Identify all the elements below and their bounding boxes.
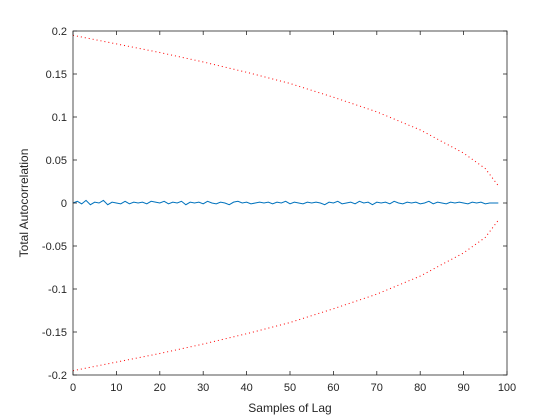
x-axis-label: Samples of Lag: [248, 401, 331, 415]
x-tick-label: 10: [110, 382, 122, 394]
x-tick-label: 40: [240, 382, 252, 394]
x-tick-label: 50: [284, 382, 296, 394]
y-axis-label: Total Autocorrelation: [17, 149, 31, 258]
y-tick-label: 0.05: [46, 155, 67, 167]
y-tick-label: 0.15: [46, 69, 67, 81]
y-tick-label: -0.05: [42, 241, 67, 253]
y-tick-label: -0.15: [42, 327, 67, 339]
y-tick-label: -0.1: [48, 284, 67, 296]
series-layer: [72, 34, 499, 372]
x-tick-label: 90: [457, 382, 469, 394]
x-axis: 0 10 20 30 40 50 60 70 80 90 100: [70, 31, 516, 394]
y-tick-label: 0.2: [52, 26, 67, 38]
autocorrelation-line: [72, 199, 499, 206]
x-tick-label: 100: [498, 382, 516, 394]
y-axis: -0.2 -0.15 -0.1 -0.05 0 0.05 0.1 0.15 0.2: [42, 26, 507, 382]
x-tick-label: 80: [414, 382, 426, 394]
x-tick-label: 20: [154, 382, 166, 394]
y-tick-label: -0.2: [48, 370, 67, 382]
x-tick-label: 0: [70, 382, 76, 394]
y-tick-label: 0: [61, 198, 67, 210]
y-tick-label: 0.1: [52, 112, 67, 124]
x-tick-label: 70: [371, 382, 383, 394]
x-tick-label: 60: [327, 382, 339, 394]
x-tick-label: 30: [197, 382, 209, 394]
